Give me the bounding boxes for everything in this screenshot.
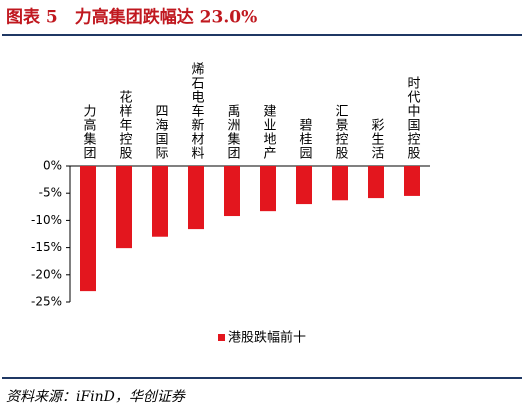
x-tick-label: 力高集团 [81, 104, 97, 160]
legend-swatch [218, 334, 225, 341]
x-tick-label: 花样年控股 [117, 89, 133, 160]
bar [224, 166, 240, 217]
bar [332, 166, 348, 201]
x-tick-label: 四海国际 [153, 104, 169, 160]
bar [152, 166, 168, 237]
bar [80, 166, 96, 292]
y-tick-label: -25% [31, 295, 62, 309]
y-tick-label: -20% [31, 267, 62, 281]
x-tick-label: 禹洲集团 [225, 104, 241, 160]
x-tick-label: 烯石电车新材料 [189, 62, 205, 160]
y-tick-label: -10% [31, 213, 62, 227]
legend-label: 港股跌幅前十 [228, 330, 306, 346]
y-tick-label: -5% [39, 186, 62, 200]
chart-title: 图表 5 力高集团跌幅达 23.0% [6, 7, 257, 28]
x-tick-label: 汇景控股 [333, 104, 349, 160]
bar [296, 166, 312, 205]
bar [368, 166, 384, 199]
bar [188, 166, 204, 230]
x-tick-label: 时代中国控股 [405, 76, 421, 160]
bar [260, 166, 276, 212]
x-tick-label: 碧桂园 [297, 118, 313, 160]
y-tick-label: 0% [43, 159, 62, 173]
y-tick-label: -15% [31, 240, 62, 254]
bar [404, 166, 420, 196]
source: 资料来源：iFinD，华创证券 [6, 389, 186, 405]
x-tick-label: 建业地产 [261, 104, 277, 160]
bar [116, 166, 132, 249]
x-tick-label: 彩生活 [369, 118, 385, 160]
